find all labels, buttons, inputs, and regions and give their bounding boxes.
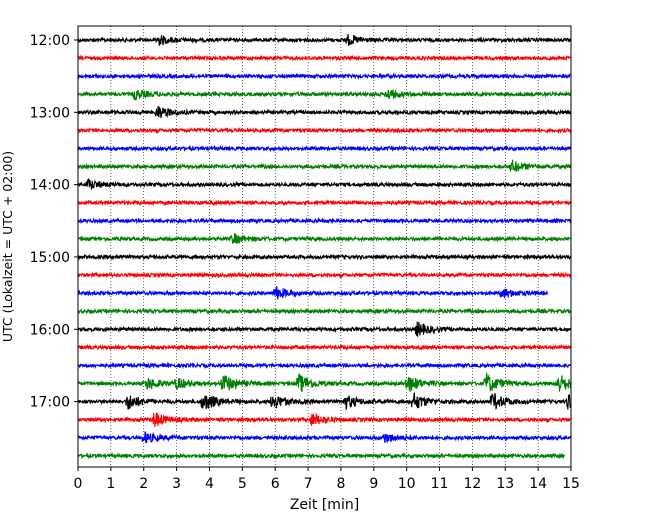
- trace-1745: [77, 452, 565, 460]
- x-tick-label: 10: [398, 476, 416, 492]
- y-tick-label: 15:00: [30, 250, 70, 266]
- trace-1415: [77, 198, 572, 207]
- plot-frame: [77, 25, 572, 468]
- y-tick-label: 13:00: [30, 105, 70, 121]
- trace-1230: [77, 72, 571, 80]
- y-tick-label: 14:00: [30, 178, 70, 194]
- trace-1215: [77, 54, 571, 62]
- x-tick-label: 4: [205, 476, 214, 492]
- x-tick-label: 9: [369, 476, 378, 492]
- trace-1400: [77, 178, 572, 191]
- x-tick-label: 11: [431, 476, 449, 492]
- trace-1300: [77, 105, 572, 118]
- trace-1200: [77, 34, 572, 46]
- y-tick-label: 17:00: [30, 395, 70, 411]
- trace-1330: [77, 144, 571, 153]
- trace-1545: [77, 307, 572, 315]
- x-tick-label: 12: [463, 476, 481, 492]
- x-tick-label: 14: [529, 476, 547, 492]
- x-tick-label: 7: [304, 476, 313, 492]
- trace-1445: [77, 233, 571, 244]
- trace-1500: [77, 253, 572, 261]
- trace-1730: [77, 431, 572, 444]
- trace-1315: [77, 126, 572, 135]
- x-tick-label: 6: [271, 476, 280, 492]
- y-tick-label: 12:00: [30, 33, 70, 49]
- x-tick-label: 13: [496, 476, 514, 492]
- x-tick-label: 2: [139, 476, 148, 492]
- trace-1645: [77, 372, 572, 393]
- trace-1615: [77, 343, 572, 351]
- y-axis-label: UTC (Lokalzeit = UTC + 02:00): [0, 151, 15, 342]
- trace-1345: [77, 159, 572, 173]
- trace-1715: [77, 411, 572, 427]
- trace-1515: [77, 271, 572, 279]
- x-tick-label: 5: [238, 476, 247, 492]
- trace-1600: [77, 321, 572, 337]
- x-axis: 0 1 2 3 4 5 6 7 8 9 10 11 12 13 14 15: [74, 467, 580, 492]
- x-tick-label: 0: [74, 476, 83, 492]
- x-tick-label: 3: [172, 476, 181, 492]
- x-axis-label: Zeit [min]: [290, 497, 359, 513]
- trace-1700: [77, 392, 572, 411]
- trace-1530: [77, 286, 549, 300]
- trace-1245: [77, 89, 572, 101]
- trace-1630: [77, 361, 571, 370]
- trace-group: [77, 34, 572, 460]
- trace-1430: [77, 216, 572, 225]
- x-tick-label: 8: [336, 476, 345, 492]
- x-tick-label: 15: [562, 476, 580, 492]
- y-axis: 12:00 13:00 14:00 15:00 16:00 17:00: [30, 33, 78, 411]
- y-tick-label: 16:00: [30, 322, 70, 338]
- x-tick-label: 1: [106, 476, 115, 492]
